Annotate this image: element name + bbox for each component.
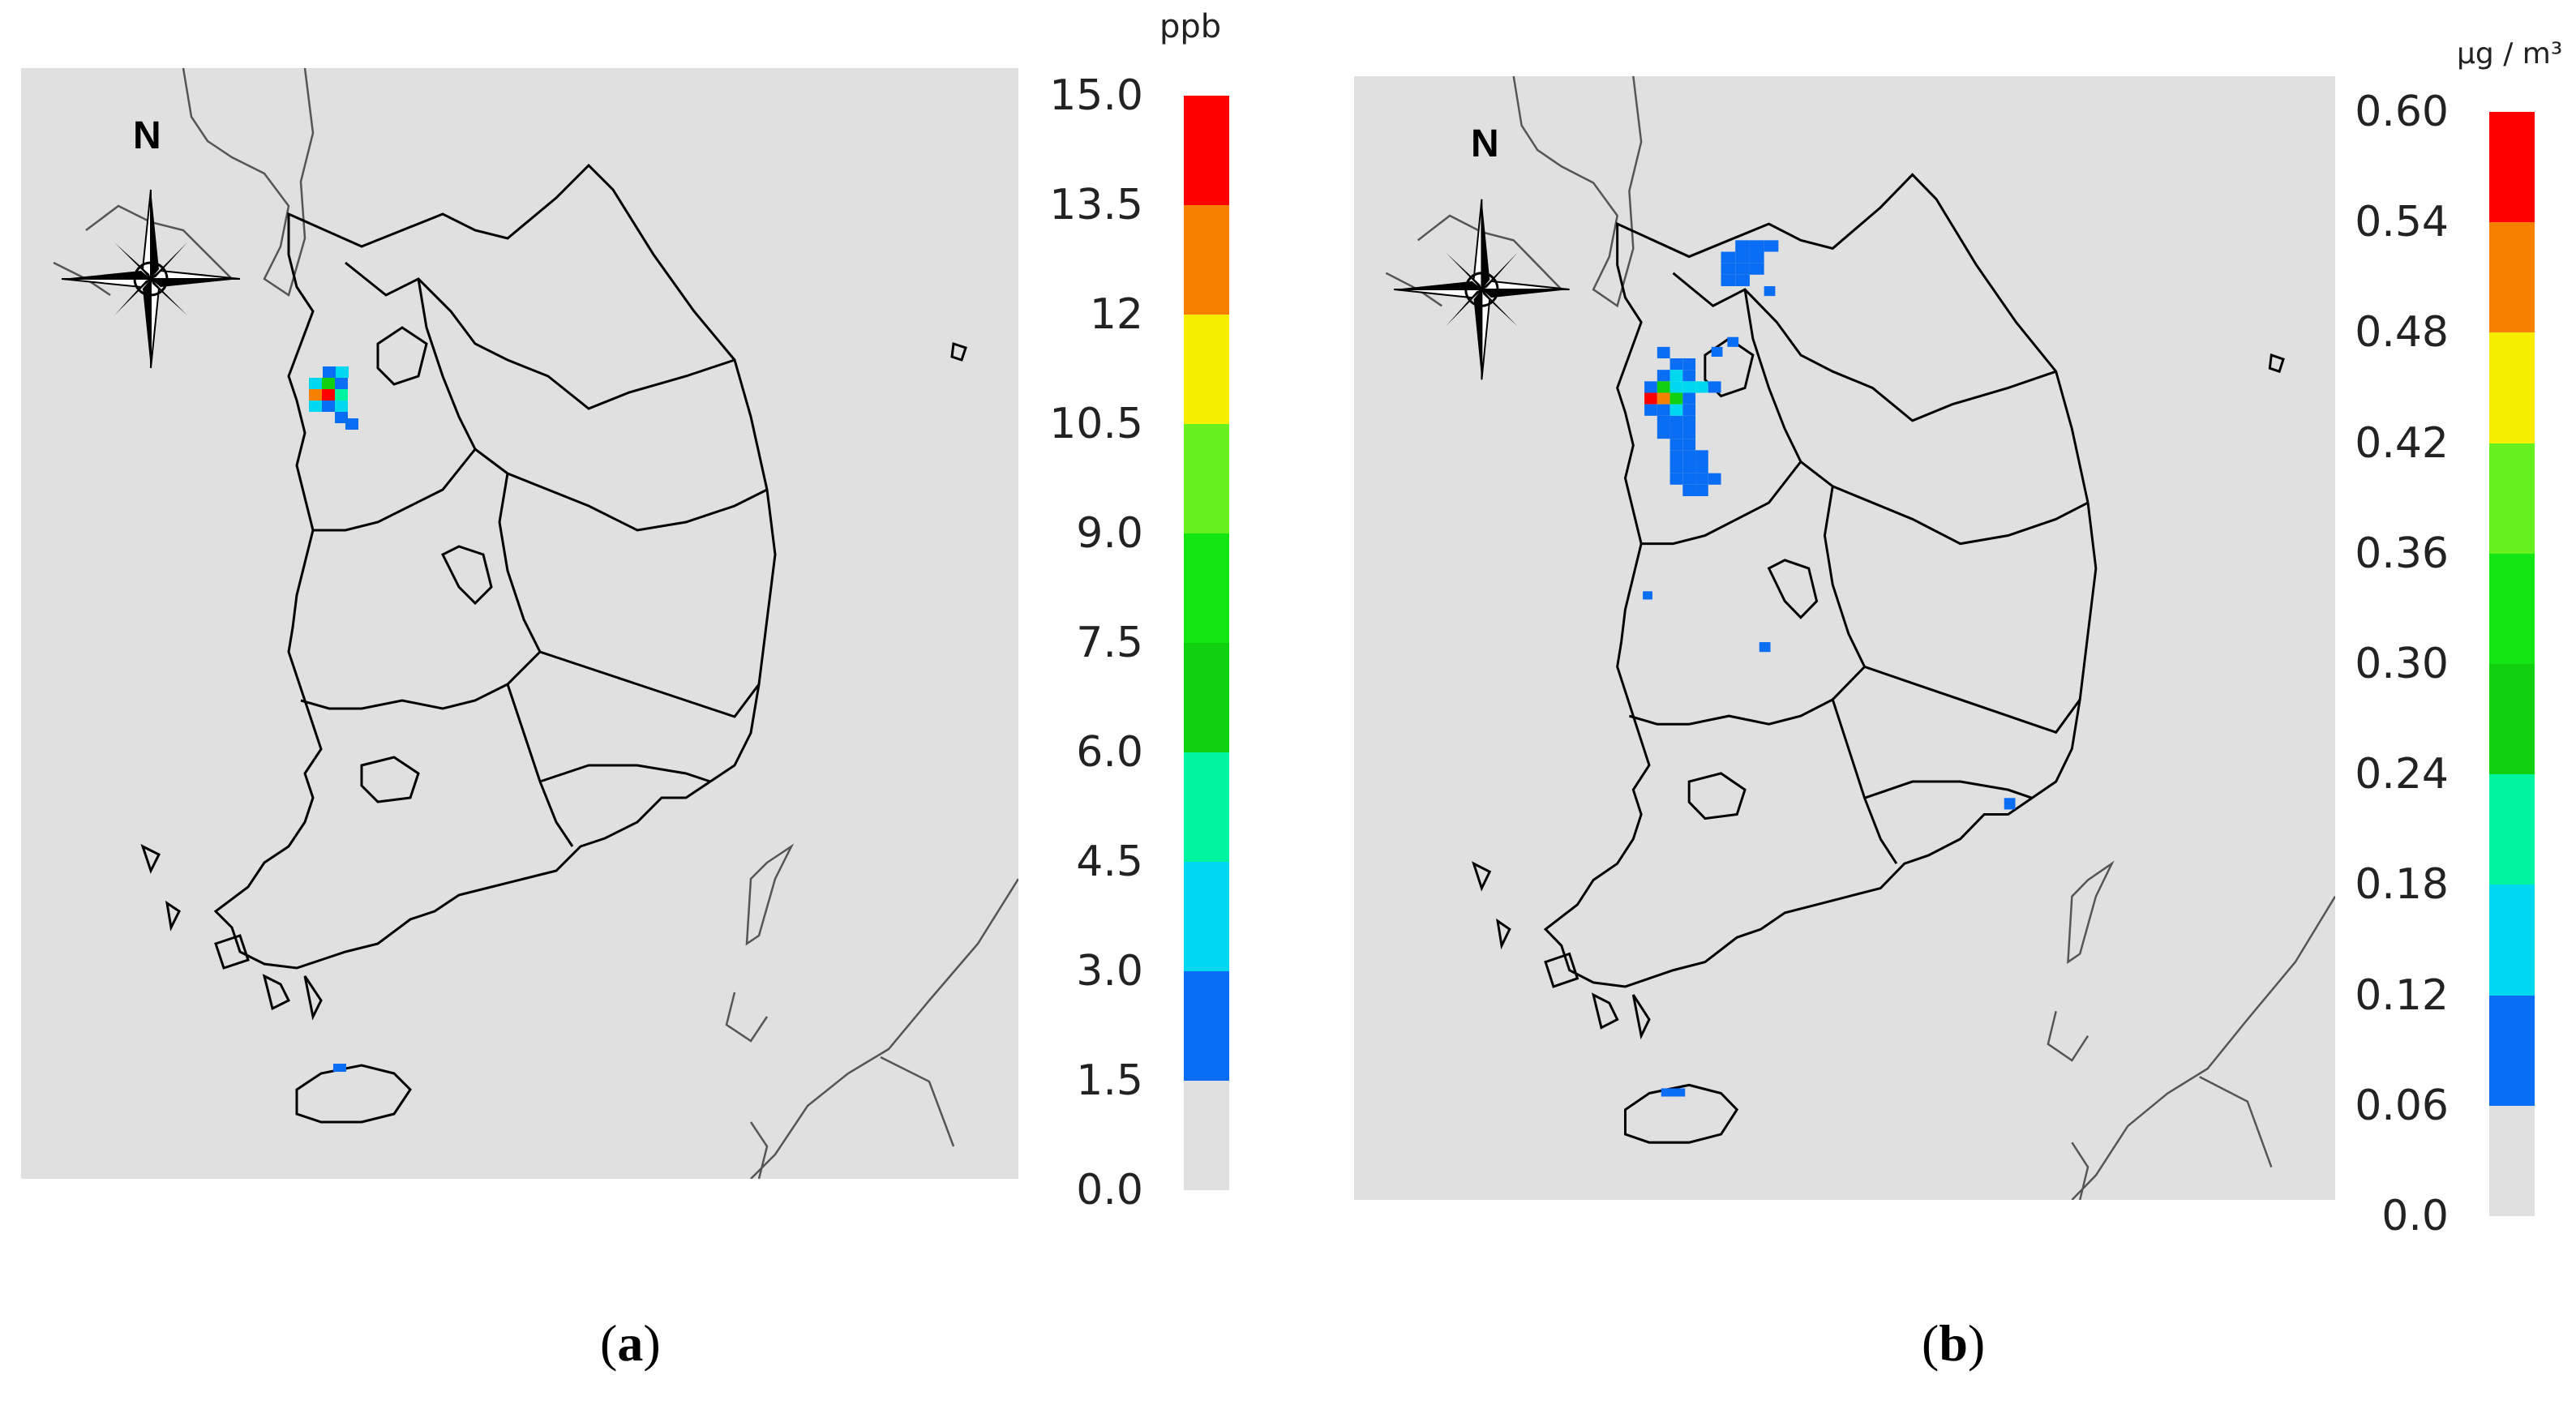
- legend-bar-a: [1184, 96, 1229, 1190]
- legend-swatch: [1184, 424, 1229, 533]
- legend-tick-label: 0.42: [2355, 418, 2449, 468]
- north-label-b: N: [1471, 122, 1499, 165]
- korea-map-a: [53, 68, 1018, 1179]
- map-b: N: [1354, 76, 2335, 1200]
- legend-swatch: [2489, 332, 2535, 443]
- legend-tick-label: 15.0: [1049, 71, 1143, 120]
- legend-swatch: [2489, 774, 2535, 885]
- caption-b: (b): [1922, 1314, 1986, 1372]
- legend-swatch: [1184, 96, 1229, 205]
- panel-b: N μg / m³ (b) 0.0 0.06 0.12 0.18 0.24 0.30 0.3…: [1322, 0, 2576, 1405]
- legend-tick-label: 13.5: [1049, 181, 1143, 229]
- legend-tick-label: 0.60: [2355, 88, 2449, 136]
- legend-tick-label: 4.5: [1076, 837, 1143, 886]
- legend-swatch: [2489, 111, 2535, 223]
- legend-tick-label: 0.06: [2355, 1081, 2449, 1130]
- panel-a: N ppb (a) 0.0 1.5 3.0 4.5 6.0 7.5 9.0 10.5 12 13.…: [0, 0, 1265, 1405]
- legend-swatch: [2489, 663, 2535, 775]
- legend-tick-label: 0.24: [2355, 750, 2449, 799]
- legend-swatch: [1184, 1081, 1229, 1190]
- legend-swatch: [2489, 995, 2535, 1106]
- legend-tick-label: 6.0: [1076, 728, 1143, 777]
- compass-rose-icon: [1394, 199, 1570, 380]
- legend-swatch: [1184, 752, 1229, 862]
- legend-tick-label: 0.30: [2355, 640, 2449, 688]
- legend-unit-a: ppb: [1159, 8, 1222, 45]
- legend-tick-label: 0.0: [1076, 1166, 1143, 1214]
- legend-swatch: [2489, 885, 2535, 996]
- legend-swatch: [1184, 971, 1229, 1081]
- legend-tick-label: 7.5: [1076, 619, 1143, 667]
- legend-swatch: [1184, 643, 1229, 752]
- legend-tick-label: 0.18: [2355, 860, 2449, 910]
- korea-map-b: [1385, 76, 2335, 1200]
- legend-tick-label: 0.54: [2355, 198, 2449, 247]
- legend-swatch: [1184, 533, 1229, 643]
- concentration-cells-b: [1643, 240, 2016, 1097]
- legend-tick-label: 3.0: [1076, 947, 1143, 996]
- compass-rose-icon: [61, 189, 241, 369]
- legend-tick-label: 9.0: [1076, 509, 1143, 558]
- legend-tick-label: 0.0: [2381, 1192, 2449, 1240]
- legend-tick-label: 0.12: [2355, 970, 2449, 1020]
- map-a: N: [21, 68, 1018, 1179]
- legend-swatch: [1184, 862, 1229, 971]
- concentration-cells-a: [309, 366, 358, 1072]
- legend-swatch: [1184, 205, 1229, 315]
- legend-tick-label: 0.48: [2355, 308, 2449, 358]
- legend-tick-label: 0.36: [2355, 529, 2449, 578]
- caption-a: (a): [600, 1314, 661, 1372]
- legend-swatch: [2489, 222, 2535, 333]
- legend-swatch: [2489, 1105, 2535, 1216]
- legend-swatch: [1184, 315, 1229, 424]
- legend-swatch: [2489, 443, 2535, 554]
- caption-letter-b: b: [1939, 1314, 1968, 1372]
- legend-bar-b: [2489, 111, 2535, 1216]
- legend-swatch: [2489, 553, 2535, 664]
- legend-unit-b: μg / m³: [2457, 37, 2563, 71]
- north-label-a: N: [133, 114, 161, 157]
- legend-tick-label: 10.5: [1049, 400, 1143, 448]
- legend-tick-label: 1.5: [1076, 1056, 1143, 1105]
- caption-letter-a: a: [617, 1314, 644, 1372]
- legend-tick-label: 12: [1089, 290, 1143, 339]
